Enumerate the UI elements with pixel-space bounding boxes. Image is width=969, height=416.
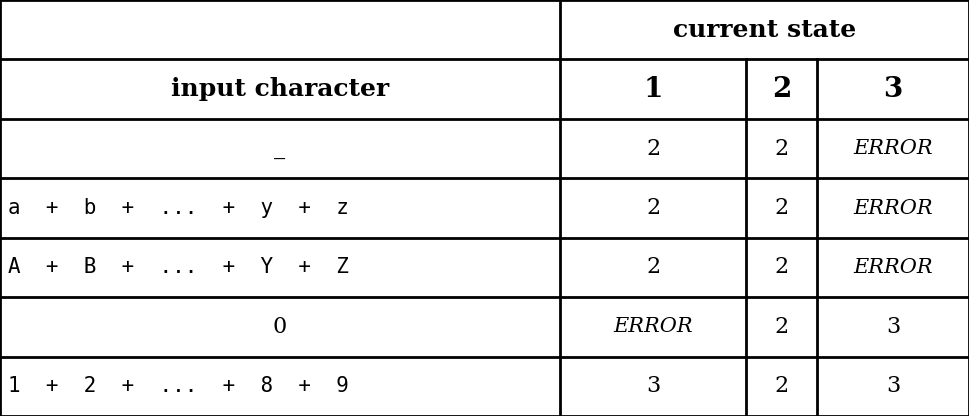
Text: ERROR: ERROR	[853, 258, 933, 277]
Text: A  +  B  +  ...  +  Y  +  Z: A + B + ... + Y + Z	[8, 258, 349, 277]
Text: 2: 2	[774, 138, 789, 160]
Text: 1: 1	[643, 76, 663, 103]
Text: 2: 2	[646, 138, 660, 160]
Text: _: _	[274, 138, 286, 160]
Text: a  +  b  +  ...  +  y  +  z: a + b + ... + y + z	[8, 198, 349, 218]
Text: 2: 2	[772, 76, 791, 103]
Text: 1  +  2  +  ...  +  8  +  9: 1 + 2 + ... + 8 + 9	[8, 376, 349, 396]
Text: 0: 0	[273, 316, 287, 338]
Text: 2: 2	[774, 316, 789, 338]
Text: ERROR: ERROR	[613, 317, 693, 337]
Text: 2: 2	[774, 197, 789, 219]
Text: 2: 2	[646, 197, 660, 219]
Text: 3: 3	[886, 375, 900, 397]
Text: input character: input character	[171, 77, 390, 101]
Text: current state: current state	[672, 18, 857, 42]
Text: 2: 2	[646, 256, 660, 278]
Text: ERROR: ERROR	[853, 139, 933, 158]
Text: 3: 3	[886, 316, 900, 338]
Text: 2: 2	[774, 375, 789, 397]
Text: ERROR: ERROR	[853, 198, 933, 218]
Text: 3: 3	[884, 76, 902, 103]
Text: 3: 3	[646, 375, 660, 397]
Text: 2: 2	[774, 256, 789, 278]
